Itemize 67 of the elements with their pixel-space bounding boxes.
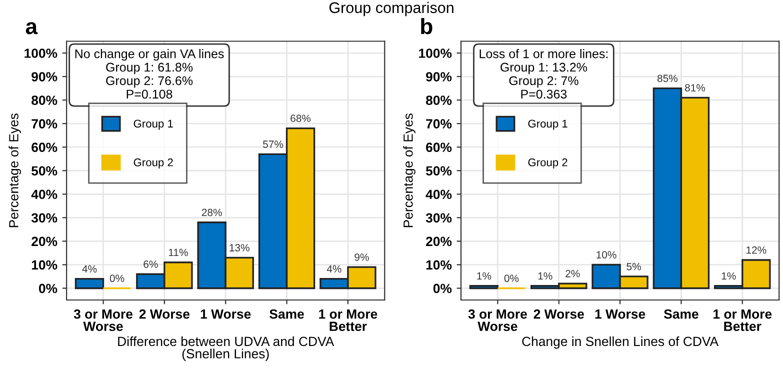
- x-tick-label: 1 or More Better: [319, 310, 378, 332]
- y-tick-label: 20%: [32, 236, 58, 246]
- y-tick-label: 50%: [32, 166, 58, 176]
- y-tick-label: 100%: [419, 48, 452, 58]
- y-tick-label: 90%: [426, 72, 452, 82]
- y-tick-label: 70%: [426, 119, 452, 128]
- y-tick-label: 60%: [426, 142, 452, 152]
- data-label: 1%: [722, 272, 736, 280]
- y-tick-label: 0%: [38, 284, 58, 294]
- y-tick-label: 40%: [426, 190, 452, 200]
- y-tick-label: 100%: [24, 48, 58, 58]
- y-axis-title: Percentage of Eyes: [403, 114, 416, 228]
- data-label: 9%: [354, 253, 369, 261]
- data-label: 1%: [538, 272, 552, 280]
- x-tick-label: Same: [270, 309, 304, 319]
- y-tick-label: 80%: [426, 96, 452, 105]
- x-tick-label: Same: [664, 309, 698, 319]
- y-tick-label: 80%: [32, 96, 58, 105]
- y-tick-label: 0%: [433, 284, 452, 294]
- legend-label: Group 2: [528, 158, 568, 168]
- y-tick-label: 70%: [32, 119, 58, 128]
- text: a: [26, 22, 38, 34]
- annotation: Loss of 1 or more lines: Group 1: 13.2% Group 2: 7% P=0.363: [480, 49, 608, 99]
- chart-title: Group comparison: [329, 2, 454, 16]
- x-tick-label: 3 or More Worse: [468, 309, 527, 332]
- y-tick-label: 10%: [426, 260, 452, 270]
- x-tick-label: 1 or More Better: [714, 310, 772, 332]
- data-label: 6%: [144, 260, 158, 268]
- bar: [74, 278, 104, 290]
- y-tick-label: 20%: [426, 236, 452, 246]
- data-label: 68%: [290, 114, 311, 122]
- data-label: 1%: [477, 272, 492, 280]
- y-tick-label: 30%: [31, 213, 58, 223]
- y-tick-label: 30%: [426, 213, 452, 223]
- data-label: 57%: [263, 140, 284, 148]
- x-tick-label: 1 Worse: [595, 310, 646, 319]
- x-tick-label: 2 Worse: [534, 309, 584, 319]
- y-axis-title: Percentage of Eyes: [8, 114, 22, 228]
- legend-label: Group 2: [134, 158, 173, 168]
- data-label: 0%: [504, 274, 519, 282]
- x-tick-label: 2 Worse: [139, 309, 190, 319]
- data-label: 85%: [657, 74, 678, 82]
- data-label: 12%: [746, 246, 766, 254]
- data-label: 5%: [626, 262, 641, 270]
- data-label: 28%: [202, 208, 222, 216]
- annotation: No change or gain VA lines Group 1: 61.8% Group 2: 76.6% P=0.108: [75, 49, 224, 99]
- data-label: 10%: [596, 251, 616, 258]
- bar: [469, 285, 499, 290]
- y-tick-label: 90%: [32, 72, 58, 82]
- data-label: 81%: [685, 84, 706, 92]
- x-axis-title: Difference between UDVA and CDVA (Snellen Lines): [118, 336, 334, 361]
- data-label: 11%: [168, 248, 188, 256]
- x-tick-label: 3 or More Worse: [74, 309, 133, 332]
- x-axis-title: Change in Snellen Lines of CDVA: [522, 336, 719, 349]
- y-tick-label: 40%: [31, 190, 58, 200]
- x-tick-label: 1 Worse: [200, 310, 251, 319]
- y-tick-label: 10%: [32, 260, 58, 270]
- data-label: 4%: [82, 265, 97, 273]
- data-label: 0%: [110, 274, 124, 282]
- legend-label: Group 1: [528, 120, 568, 130]
- data-label: 4%: [326, 265, 342, 273]
- data-label: 13%: [230, 244, 250, 252]
- y-tick-label: 60%: [32, 142, 58, 152]
- y-tick-label: 50%: [426, 166, 452, 176]
- data-label: 2%: [566, 270, 580, 278]
- legend-label: Group 1: [134, 120, 173, 130]
- text: b: [421, 18, 432, 34]
